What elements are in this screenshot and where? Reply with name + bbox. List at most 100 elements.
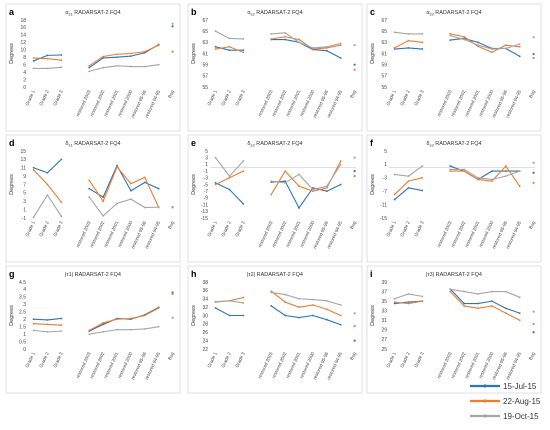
x-tick-label: Bog (528, 89, 536, 99)
x-tick-label: Grade 1 (385, 351, 397, 369)
y-tick-label: 55 (381, 85, 387, 91)
y-axis-label: Degrees (9, 305, 15, 326)
y-tick-label: 0.5 (19, 339, 26, 345)
data-point (421, 41, 424, 44)
data-point (46, 171, 49, 174)
y-tick-label: -13 (201, 209, 208, 215)
y-tick-label: -9 (204, 196, 209, 202)
data-point (477, 176, 479, 179)
y-axis-label: Degrees (9, 43, 15, 64)
data-point (298, 316, 300, 319)
y-tick-label: 59 (381, 62, 387, 68)
y-tick-label: 10 (20, 48, 26, 54)
legend-marker (483, 399, 487, 403)
y-tick-label: 3 (23, 302, 26, 308)
data-point (339, 183, 342, 186)
data-point (339, 323, 342, 326)
y-tick-label: 12 (20, 40, 26, 46)
panel-letter: d (9, 138, 15, 148)
series-line-15-Jul-15 (88, 44, 159, 69)
data-point (60, 330, 63, 333)
y-tick-label: 13 (20, 157, 26, 163)
data-point (284, 170, 287, 173)
panel-frame (5, 134, 181, 263)
data-point (491, 170, 493, 173)
x-tick-label: Bog (528, 351, 536, 361)
panel-letter: f (370, 138, 374, 148)
x-tick-label: Bog (167, 351, 175, 361)
data-point (463, 168, 466, 171)
y-axis-label: Degrees (191, 43, 197, 64)
y-tick-label: 2 (23, 317, 26, 323)
x-tick-label: Bog (167, 220, 175, 230)
y-tick-label: 25 (381, 347, 387, 353)
data-point (228, 299, 231, 302)
data-point (491, 180, 493, 183)
data-point (504, 165, 507, 167)
y-tick-label: 1 (23, 207, 26, 213)
x-tick-label: Grade 2 (399, 351, 411, 369)
data-point (46, 319, 49, 321)
panel-frame (366, 265, 542, 394)
data-point (325, 185, 328, 188)
data-point (228, 37, 231, 40)
y-tick-label: -7 (383, 189, 388, 195)
data-point (130, 189, 132, 192)
y-tick-label: 59 (202, 62, 208, 68)
data-point (130, 317, 132, 320)
panel-f: f δs3 RADARSAT-2 FQ4 -15 -11 -7 -3 1 5 Degrees Gr… (366, 134, 542, 263)
data-point (130, 55, 132, 58)
panel-title: δs3 RADARSAT-2 FQ4 (426, 141, 481, 148)
data-point (46, 323, 49, 326)
data-point (532, 310, 535, 313)
y-tick-label: 32 (202, 305, 208, 311)
y-tick-label: 8 (23, 55, 26, 61)
data-point (88, 196, 91, 198)
data-point (130, 328, 132, 331)
data-point (242, 203, 245, 205)
data-point (88, 187, 91, 190)
data-point (143, 181, 146, 184)
y-axis-label: Degrees (370, 174, 376, 195)
data-point (312, 47, 314, 49)
data-point (518, 312, 521, 315)
legend-label: 22-Aug-15 (503, 397, 541, 406)
data-point (214, 156, 217, 159)
series-line-19-Oct-15 (271, 164, 342, 191)
data-point (353, 156, 356, 159)
data-point (143, 176, 146, 179)
data-point (463, 170, 466, 173)
data-point (504, 47, 507, 50)
y-tick-label: 0 (23, 85, 26, 91)
data-point (242, 296, 245, 299)
data-point (88, 179, 91, 182)
data-point (60, 201, 63, 203)
data-point (298, 185, 300, 188)
y-tick-label: 55 (202, 85, 208, 91)
y-tick-label: 61 (381, 51, 387, 57)
y-tick-label: 3 (205, 156, 208, 162)
data-point (449, 39, 452, 41)
y-tick-label: -3 (383, 176, 388, 182)
data-point (407, 293, 410, 295)
x-tick-label: Grade 3 (52, 351, 64, 369)
data-point (88, 66, 91, 69)
y-tick-label: 1.5 (19, 324, 26, 330)
data-point (312, 190, 314, 193)
x-tick-label: Grade 2 (399, 89, 411, 107)
data-point (449, 288, 452, 291)
data-point (449, 168, 452, 171)
data-point (102, 66, 105, 69)
data-point (46, 183, 49, 186)
data-point (46, 194, 49, 196)
legend-marker (483, 384, 487, 388)
data-point (242, 302, 245, 304)
y-axis-label: Degrees (370, 305, 376, 326)
data-point (353, 312, 356, 315)
y-tick-label: 5 (205, 149, 208, 155)
data-point (339, 163, 342, 166)
x-tick-label: Grade 2 (38, 89, 50, 107)
data-point (32, 57, 35, 59)
data-point (407, 175, 410, 178)
panel-frame (187, 3, 363, 132)
